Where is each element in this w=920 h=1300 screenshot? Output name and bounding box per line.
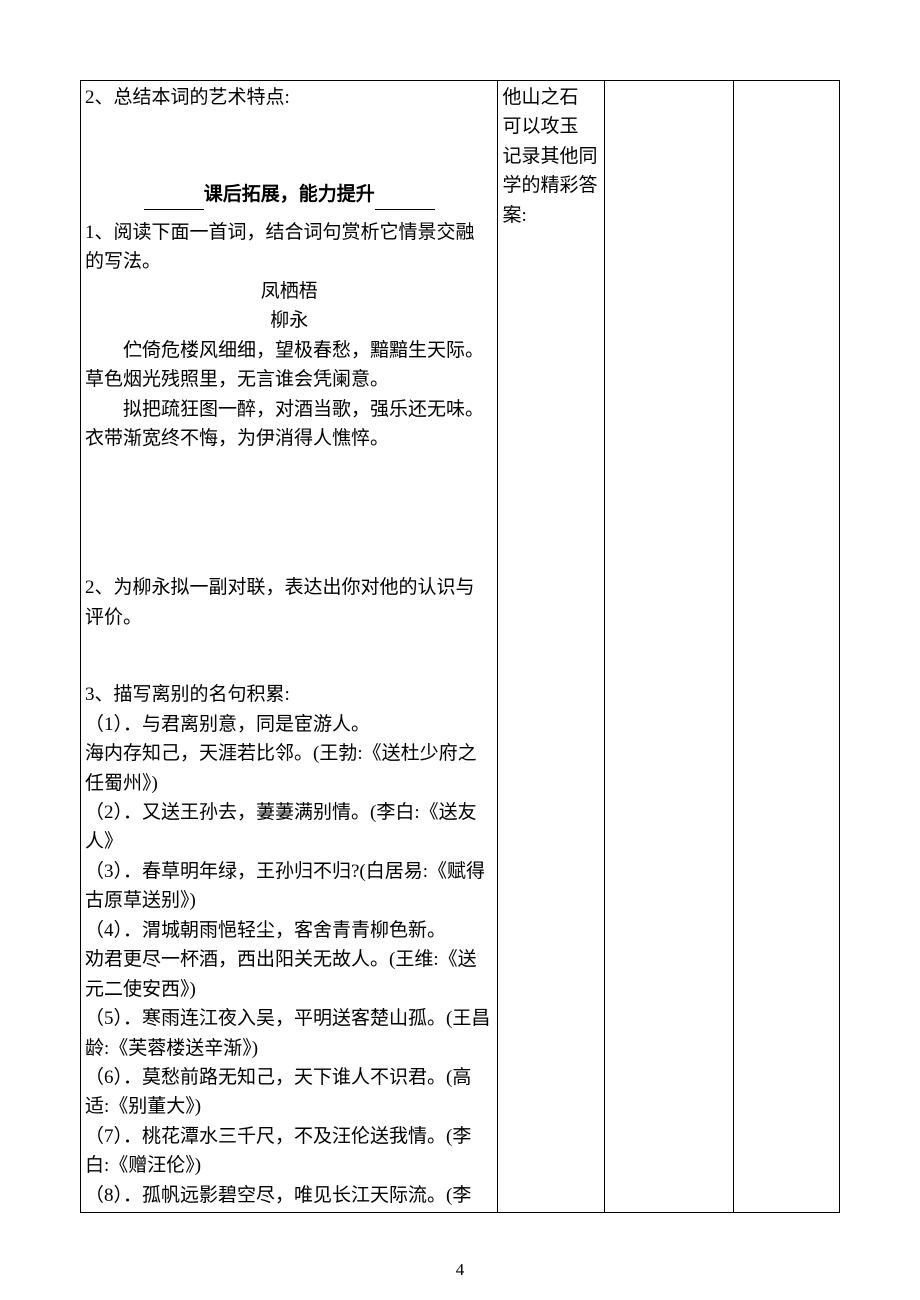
poem-title: 凤栖梧	[85, 277, 493, 306]
exercise-3-title: 3、描写离别的名句积累:	[85, 680, 493, 709]
quote-item: （4）．渭城朝雨悒轻尘，客舍青青柳色新。	[85, 916, 493, 945]
exercise-1-intro: 1、阅读下面一首词，结合词句赏析它情景交融的写法。	[85, 218, 493, 277]
quote-item: 劝君更尽一杯酒，西出阳关无故人。(王维:《送元二使安西》)	[85, 945, 493, 1004]
page-number: 4	[0, 1260, 920, 1280]
empty-cell-1	[604, 81, 733, 1213]
note-line-2: 可以攻玉	[502, 112, 599, 141]
empty-cell-2	[733, 81, 839, 1213]
exercise-2: 2、为柳永拟一副对联，表达出你对他的认识与评价。	[85, 573, 493, 632]
note-cell: 他山之石 可以攻玉 记录其他同学的精彩答案:	[498, 81, 604, 1213]
quote-item: （2）．又送王孙去，萋萋满别情。(李白:《送友人》	[85, 798, 493, 857]
poem-author: 柳永	[85, 306, 493, 335]
document-table: 2、总结本词的艺术特点: 课后拓展，能力提升 1、阅读下面一首词，结合词句赏析它…	[80, 80, 840, 1213]
poem-line-1: 伫倚危楼风细细，望极春愁，黯黯生天际。草色烟光残照里，无言谁会凭阑意。	[85, 336, 493, 395]
poem-line-2: 拟把疏狂图一醉，对酒当歌，强乐还无味。衣带渐宽终不悔，为伊消得人憔悴。	[85, 395, 493, 454]
quote-item: （1）．与君离别意，同是宦游人。	[85, 710, 493, 739]
heading-underline-left	[144, 189, 204, 210]
quote-item: （7）．桃花潭水三千尺，不及汪伦送我情。(李白:《赠汪伦》)	[85, 1122, 493, 1181]
note-line-3: 记录其他同学的精彩答案:	[502, 142, 599, 230]
quote-item: （6）．莫愁前路无知己，天下谁人不识君。(高适:《别董大》)	[85, 1063, 493, 1122]
heading-underline-right	[375, 189, 435, 210]
note-line-1: 他山之石	[502, 83, 599, 112]
quote-item: （3）．春草明年绿，王孙归不归?(白居易:《赋得古原草送别》)	[85, 857, 493, 916]
question-2-title: 2、总结本词的艺术特点:	[85, 83, 493, 112]
section-heading: 课后拓展，能力提升	[204, 184, 375, 205]
quote-item: （8）．孤帆远影碧空尽，唯见长江天际流。(李	[85, 1181, 493, 1210]
quote-item: 海内存知己，天涯若比邻。(王勃:《送杜少府之任蜀州》)	[85, 739, 493, 798]
quote-item: （5）．寒雨连江夜入吴，平明送客楚山孤。(王昌龄:《芙蓉楼送辛渐》)	[85, 1004, 493, 1063]
main-content-cell: 2、总结本词的艺术特点: 课后拓展，能力提升 1、阅读下面一首词，结合词句赏析它…	[81, 81, 498, 1213]
table-row: 2、总结本词的艺术特点: 课后拓展，能力提升 1、阅读下面一首词，结合词句赏析它…	[81, 81, 840, 1213]
